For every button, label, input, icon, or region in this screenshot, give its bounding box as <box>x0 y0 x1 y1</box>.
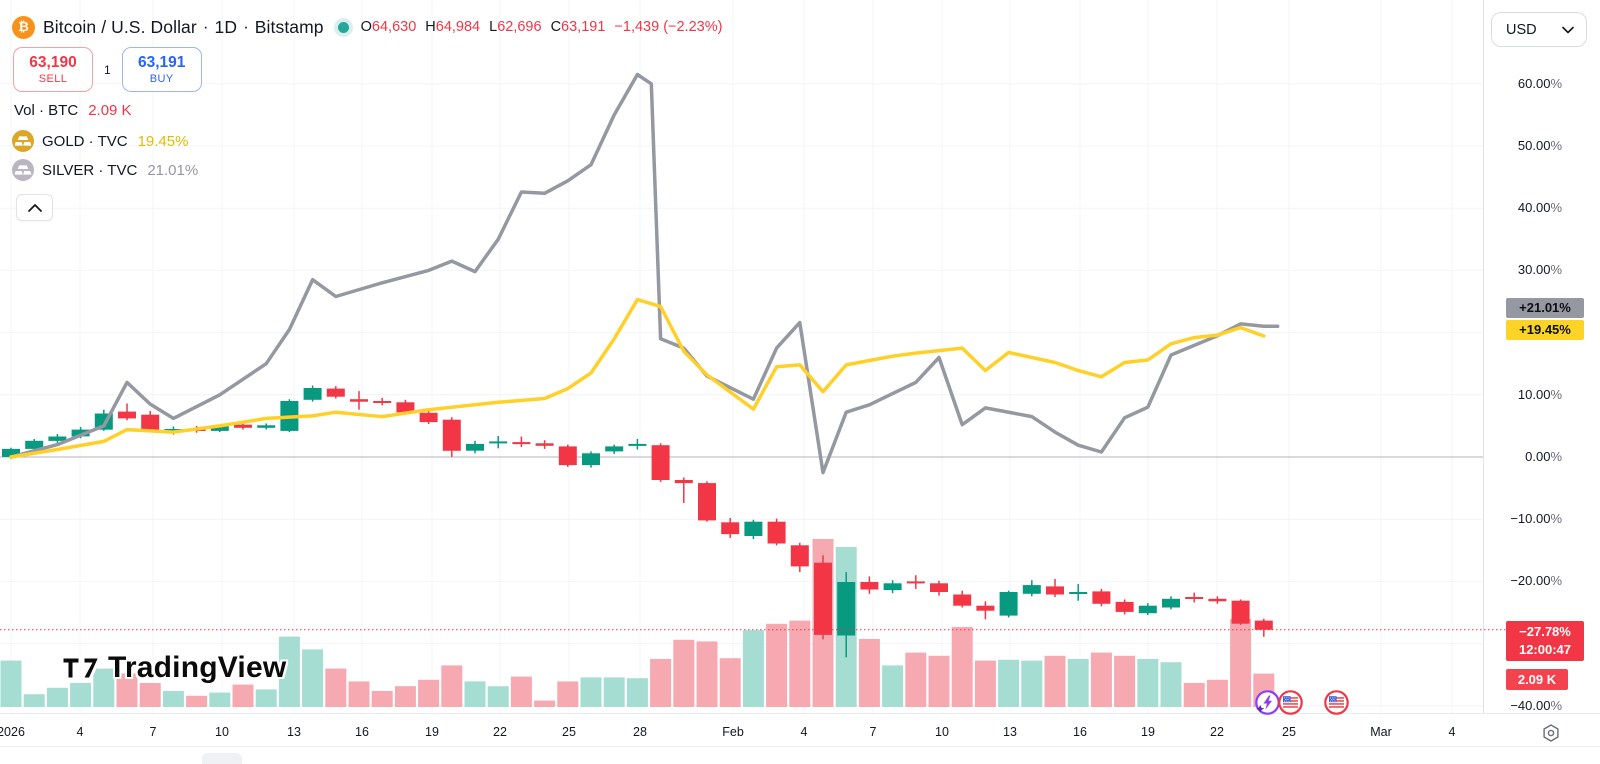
price-scale-label: 0.00% <box>1525 449 1562 464</box>
open-value: 64,630 <box>371 19 417 35</box>
volume-tag: 2.09 K <box>1506 669 1568 690</box>
buy-button[interactable]: 63,191 BUY <box>121 47 202 92</box>
time-scale[interactable]: 2026 4 7 10 13 16 19 22 25 28 Feb 4 7 10 13 16 19 22 25 Mar… <box>0 714 1600 746</box>
price-scale-label: 30.00% <box>1517 262 1562 278</box>
volume-value: 2.09 K <box>88 102 132 119</box>
symbol-name[interactable]: Bitcoin / U.S. Dollar <box>43 16 197 37</box>
exchange-name[interactable]: Bitstamp <box>254 16 324 37</box>
volume-legend-row[interactable]: Vol · BTC 2.09 K <box>14 102 132 119</box>
price-scale-label: 40.00% <box>1517 200 1562 216</box>
time-scale-tick: 10 <box>935 725 949 739</box>
close-value: 63,191 <box>561 19 606 35</box>
time-scale-tick: 25 <box>562 725 576 739</box>
price-scale-label: 60.00% <box>1517 75 1562 91</box>
time-scale-tick: 2026 <box>0 725 25 739</box>
silver-price-tag: +21.01% <box>1506 298 1584 318</box>
time-scale-tick: 4 <box>76 725 84 739</box>
gold-legend-row[interactable]: GOLD · TVC 19.45% <box>12 130 188 152</box>
current-price-percent: −27.78% <box>1519 624 1571 639</box>
currency-value: USD <box>1506 21 1537 38</box>
buy-label: BUY <box>149 73 174 85</box>
market-status-dot[interactable] <box>337 21 349 33</box>
price-scale-label: −20.00% <box>1510 573 1562 589</box>
time-scale-tick: 4 <box>800 725 808 739</box>
silver-icon <box>12 159 34 181</box>
time-scale-tick: 13 <box>287 725 301 739</box>
time-scale-tick: 22 <box>493 725 507 739</box>
time-scale-tick: 28 <box>633 725 647 739</box>
silver-value: 21.01% <box>147 161 199 179</box>
sell-button[interactable]: 63,190 SELL <box>13 47 93 92</box>
time-scale-tick: Mar <box>1370 725 1392 739</box>
price-scale-label: 50.00% <box>1517 138 1562 153</box>
open-label: O <box>360 19 372 35</box>
price-scale[interactable]: 60.00% 50.00% 40.00% 30.00% 10.00% 0.00% −10.0… <box>1484 0 1600 713</box>
time-scale-tick: 13 <box>1003 725 1017 739</box>
separator-dot: · <box>243 17 249 36</box>
sell-price: 63,190 <box>29 54 77 71</box>
price-scale-label: 10.00% <box>1517 386 1562 402</box>
spread-value: 1 <box>104 62 111 77</box>
currency-selector[interactable]: USD <box>1491 12 1587 47</box>
time-scale-tick: 16 <box>1073 725 1087 739</box>
bar-countdown: 12:00:47 <box>1518 642 1572 657</box>
chevron-up-icon <box>27 203 42 212</box>
buy-sell-widget: 63,190 SELL 1 63,191 BUY <box>13 47 202 92</box>
ohlc-values: O64,630 H64,984 L62,696 C63,191 −1,439 (… <box>361 19 723 35</box>
time-scale-tick: 7 <box>149 725 157 739</box>
bottom-toolbar-artifact <box>202 753 242 764</box>
close-label: C <box>550 19 562 35</box>
time-scale-tick: Feb <box>722 725 744 739</box>
bottom-strip <box>0 746 1600 764</box>
bitcoin-icon: ₿ <box>12 15 35 39</box>
interval-value[interactable]: 1D <box>214 16 238 37</box>
silver-name: SILVER · TVC <box>42 161 138 179</box>
low-label: L <box>489 19 498 35</box>
time-axis-settings-button[interactable] <box>1541 723 1561 743</box>
price-chart-canvas[interactable] <box>0 0 1600 746</box>
time-scale-tick: 25 <box>1282 725 1296 739</box>
silver-legend-row[interactable]: SILVER · TVC 21.01% <box>12 159 198 181</box>
collapse-legend-button[interactable] <box>16 194 53 221</box>
low-value: 62,696 <box>497 19 542 35</box>
buy-price: 63,191 <box>137 54 186 71</box>
gold-name: GOLD · TVC <box>42 132 128 150</box>
gear-icon <box>1543 724 1559 742</box>
change-value: −1,439 (−2.23%) <box>614 19 723 35</box>
time-scale-tick: 22 <box>1210 725 1224 739</box>
time-scale-tick: 19 <box>1141 725 1155 739</box>
price-scale-label: −40.00% <box>1510 697 1562 713</box>
us-flag-event-icon[interactable] <box>1277 689 1304 716</box>
time-scale-tick: 10 <box>215 725 229 739</box>
price-scale-label: −10.00% <box>1510 511 1562 527</box>
time-scale-tick: 16 <box>355 725 369 739</box>
separator-dot: · <box>202 17 209 36</box>
gold-value: 19.45% <box>137 132 189 150</box>
time-scale-tick: 7 <box>869 725 877 739</box>
gold-icon <box>12 130 34 152</box>
symbol-header: ₿ Bitcoin / U.S. Dollar · 1D · Bitstamp … <box>12 13 722 41</box>
current-price-tag: −27.78% 12:00:47 <box>1506 621 1584 661</box>
volume-label: Vol · BTC <box>14 102 79 119</box>
high-value: 64,984 <box>435 19 481 35</box>
chevron-down-icon <box>1562 26 1574 33</box>
time-scale-tick: 19 <box>425 725 439 739</box>
gold-price-tag: +19.45% <box>1506 320 1584 340</box>
us-flag-event-icon[interactable] <box>1323 689 1350 716</box>
time-scale-tick: 4 <box>1448 725 1456 739</box>
high-label: H <box>425 19 436 35</box>
sell-label: SELL <box>38 73 68 85</box>
